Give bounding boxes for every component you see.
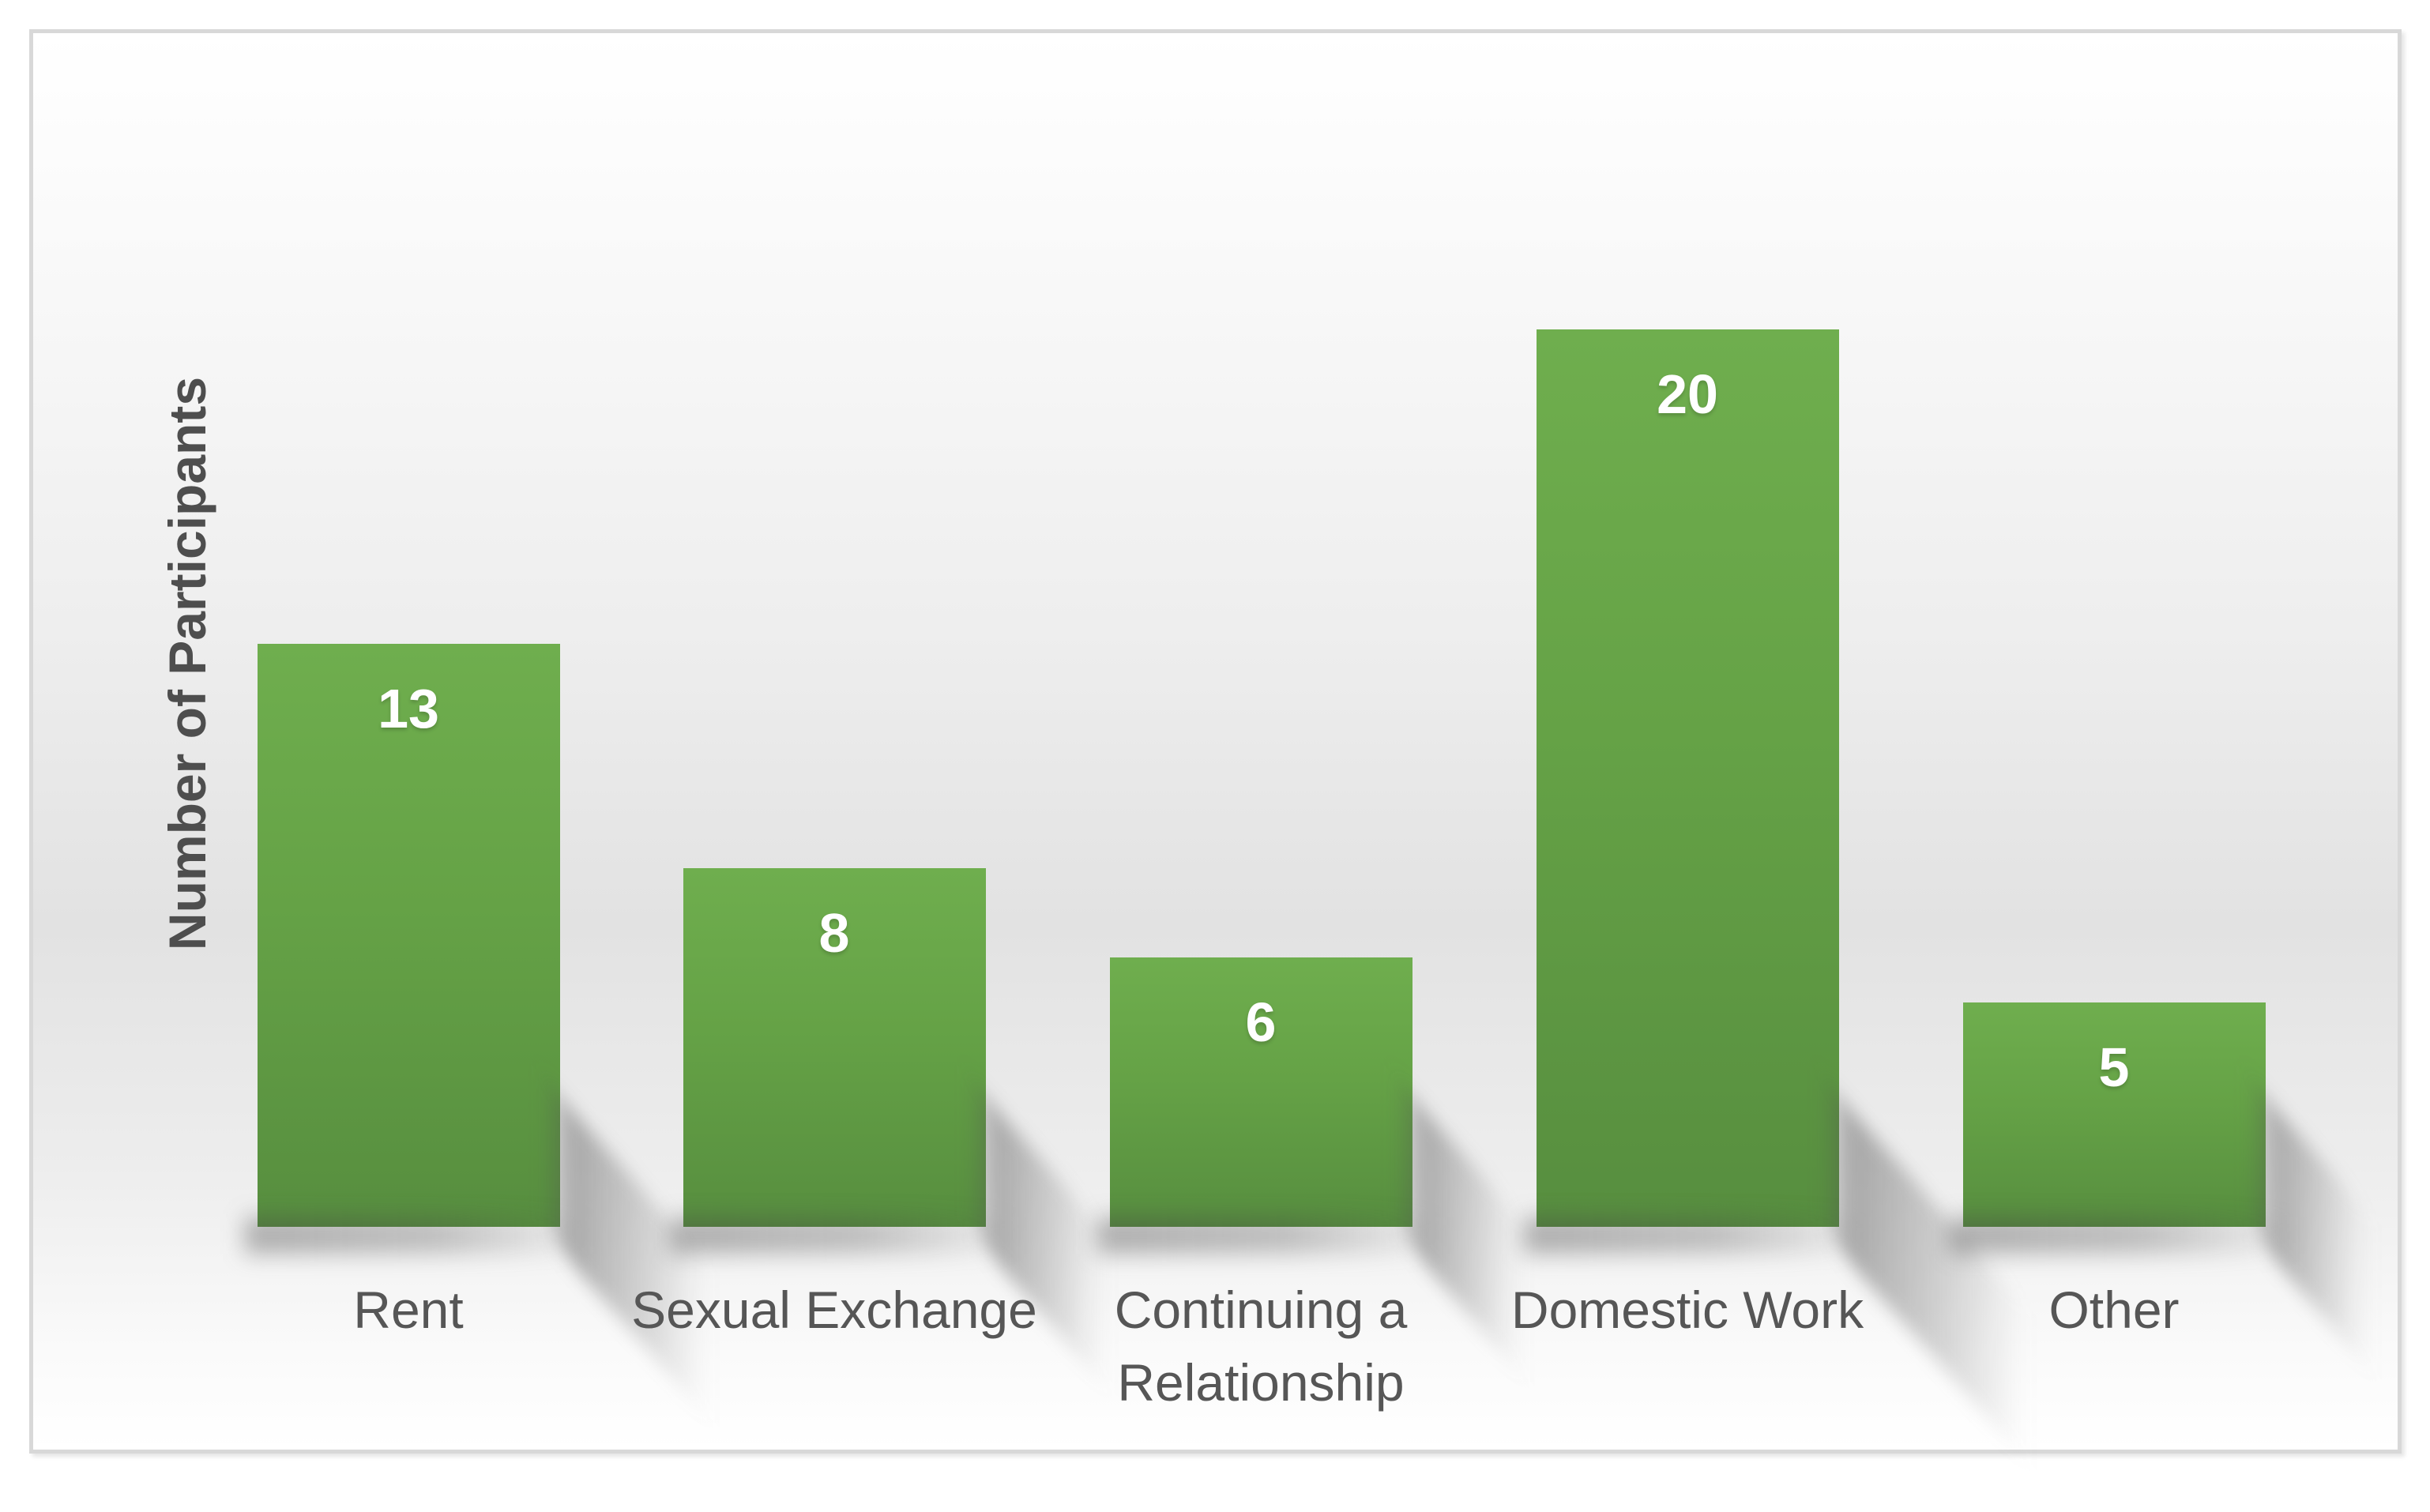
x-category-label-domestic-work: Domestic Work	[1510, 1281, 1864, 1339]
bar-value-label: 20	[1657, 363, 1718, 425]
x-category-label-sexual-exchange: Sexual Exchange	[631, 1281, 1037, 1339]
bar-domestic-work: 20	[1536, 329, 1839, 1227]
bar-value-label: 5	[2098, 1036, 2130, 1098]
bar-value-label: 8	[818, 902, 850, 964]
bar-value-label: 13	[378, 678, 439, 739]
bar-rent: 13	[257, 644, 560, 1227]
y-axis-title: Number of Participants	[158, 376, 216, 951]
x-category-label-continuing-a-relationship: Continuing a Relationship	[1114, 1281, 1408, 1412]
bar-other: 5	[1962, 1002, 2266, 1227]
bar-sexual-exchange: 8	[683, 868, 986, 1227]
chart-frame: Number of Participants 13 Rent 8 Sexual Exc…	[29, 29, 2402, 1454]
bar-value-label: 6	[1245, 991, 1277, 1053]
x-category-label-other: Other	[2048, 1281, 2180, 1339]
bar-continuing-a-relationship: 6	[1109, 957, 1412, 1227]
x-category-label-rent: Rent	[353, 1281, 464, 1339]
plot-area: Number of Participants 13 Rent 8 Sexual Exc…	[33, 33, 2398, 1450]
